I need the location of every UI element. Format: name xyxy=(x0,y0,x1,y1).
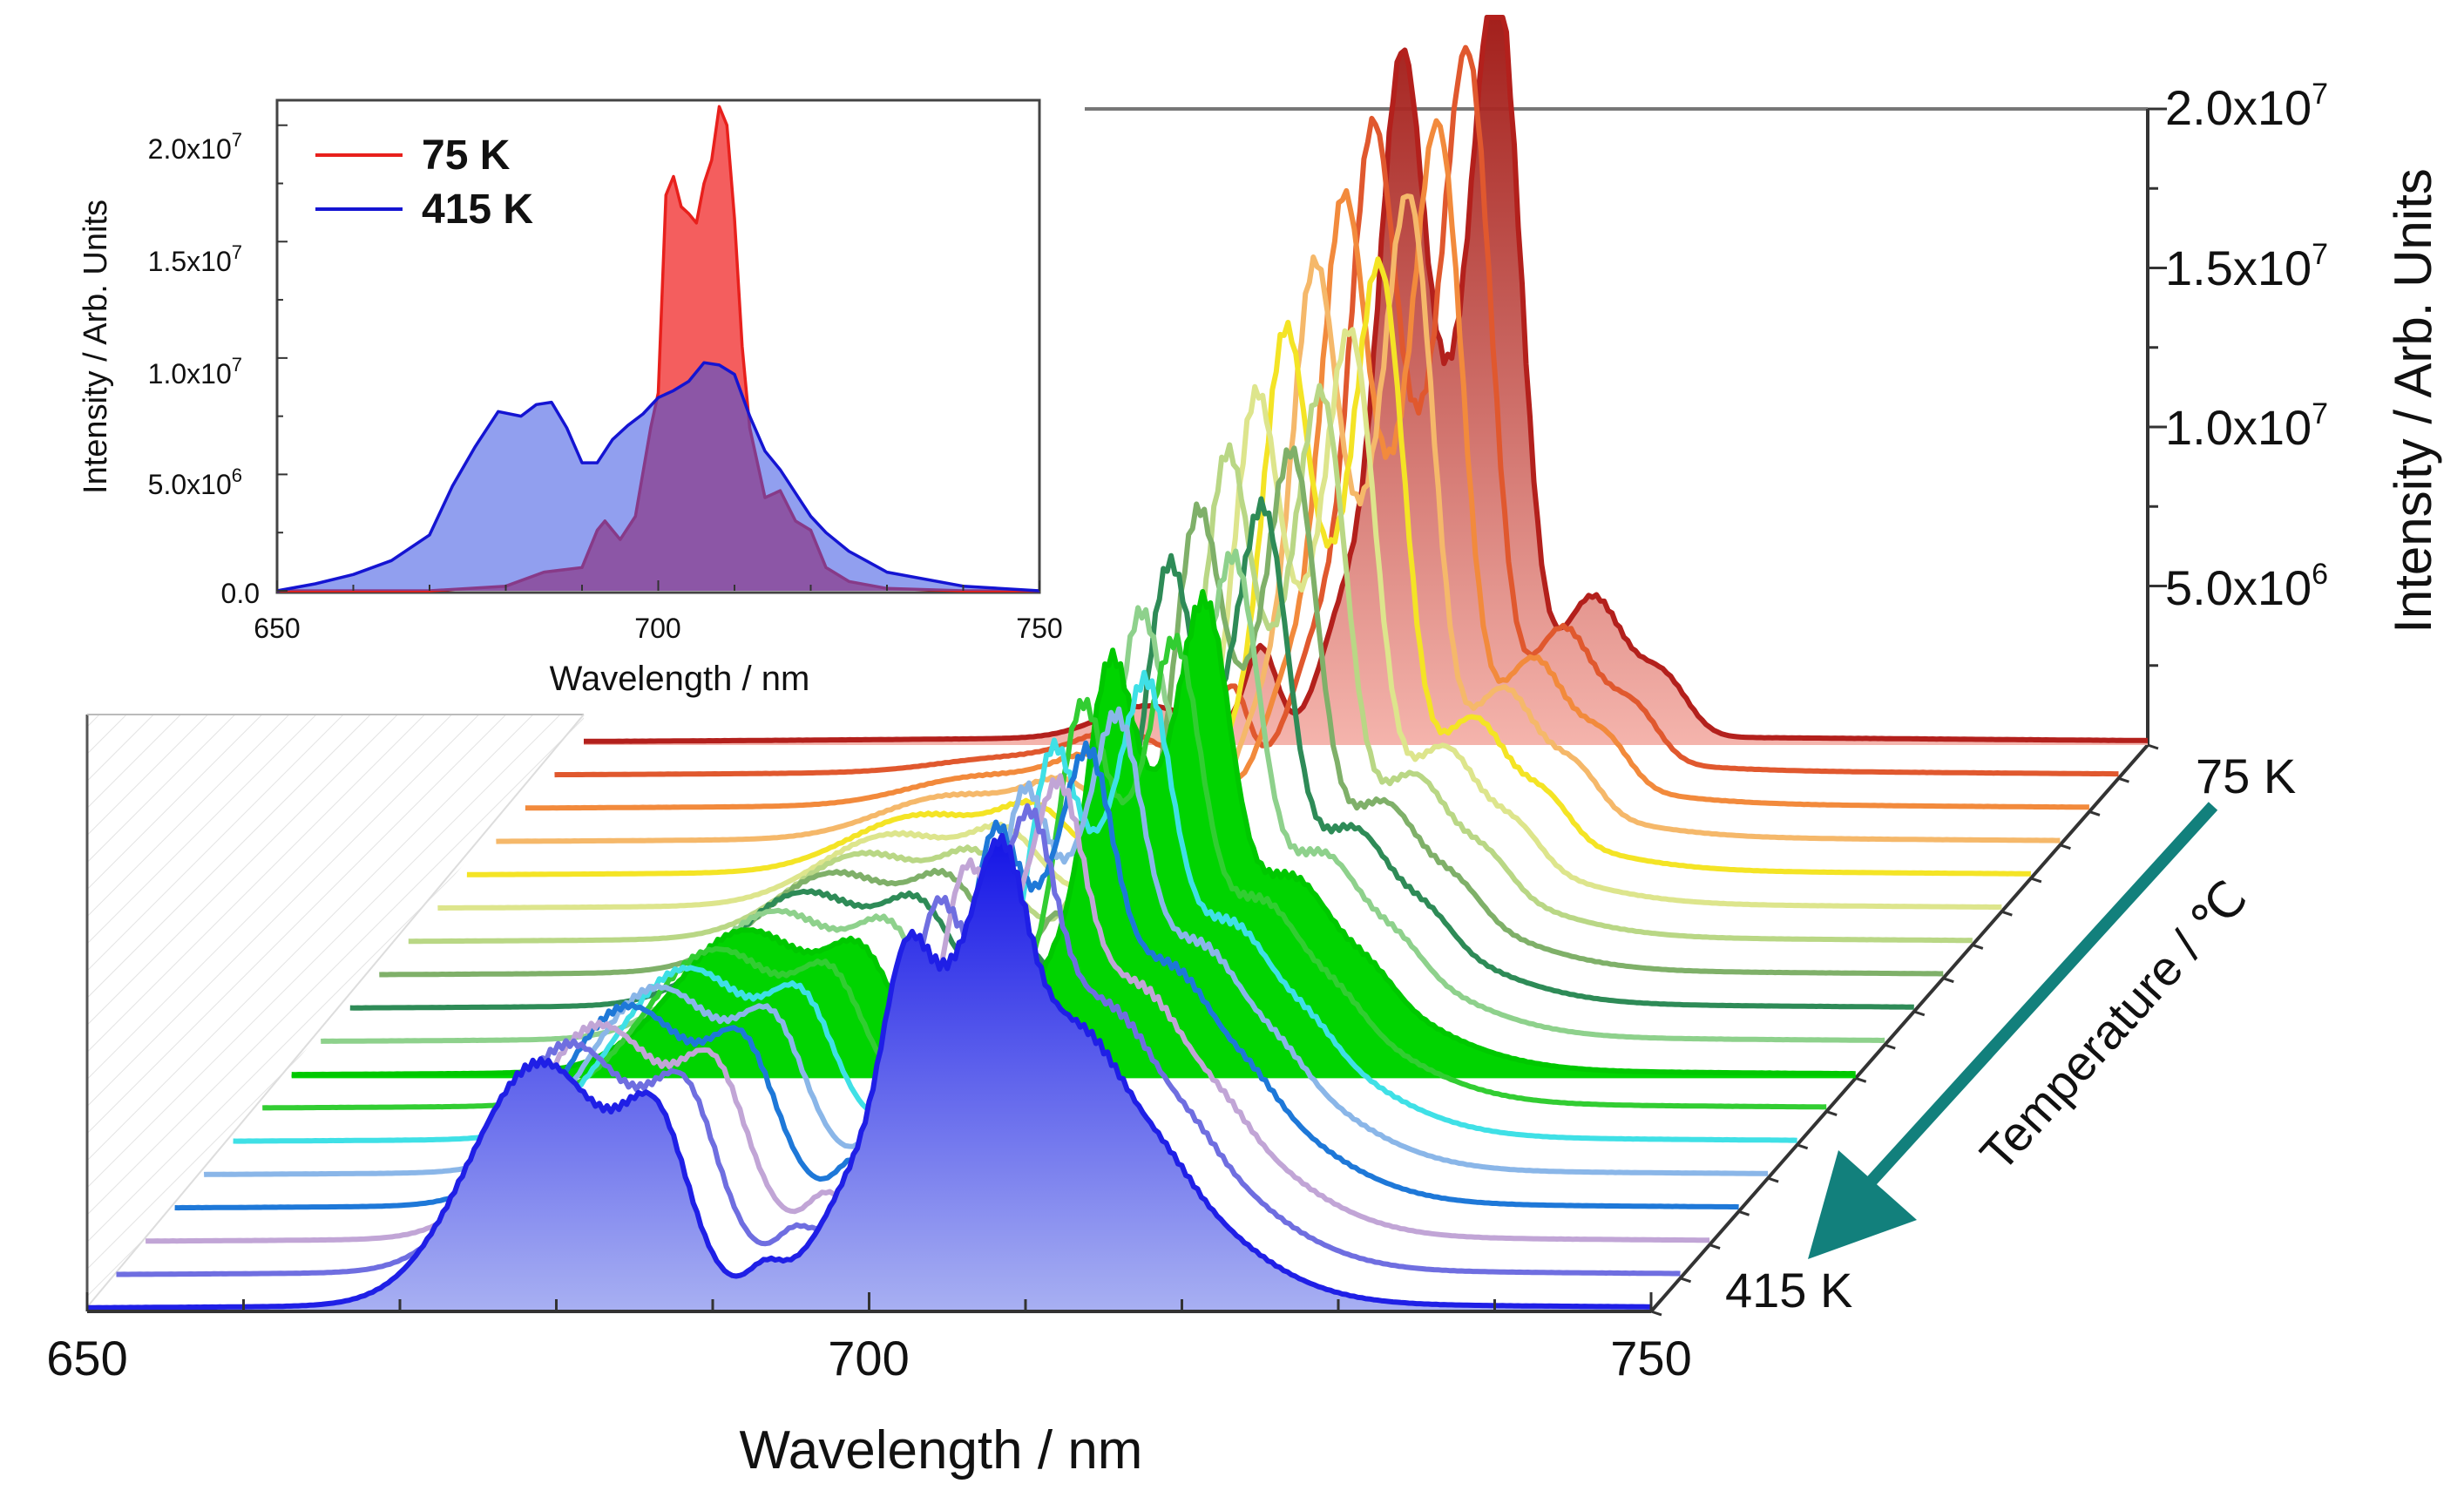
inset-line-415-k xyxy=(276,361,1040,593)
depth-tick-mark xyxy=(1738,1209,1750,1216)
x-tick-label-700: 700 xyxy=(828,1331,909,1385)
series-line-t2 xyxy=(554,44,2119,778)
y-tick-label-5e6: 5.0x106 xyxy=(2165,558,2328,615)
y-axis-title: Intensity / Arb. Units xyxy=(2384,168,2442,633)
depth-tick-mark xyxy=(2030,877,2042,884)
depth-tick-mark xyxy=(1680,1277,1692,1284)
legend-label-75k: 75 K xyxy=(422,132,511,179)
depth-axis-ticks xyxy=(1650,743,2159,1317)
x-tick-label-750: 750 xyxy=(1610,1331,1691,1385)
inset-x-tick-label-650: 650 xyxy=(254,613,300,644)
temperature-arrow-shaft xyxy=(1851,802,2218,1203)
depth-tick-mark xyxy=(1797,1143,1809,1150)
series-fill-t11 xyxy=(291,592,1856,1079)
temp-label-start: 75 K xyxy=(2196,749,2296,803)
inset-x-tick-label-750: 750 xyxy=(1016,613,1062,644)
y-axis-ticks xyxy=(2148,107,2167,667)
inset-y-axis-title: Intensity / Arb. Units xyxy=(78,200,114,494)
depth-tick-mark xyxy=(1855,1076,1867,1083)
series-fill-415-k xyxy=(87,835,1651,1311)
depth-tick-mark xyxy=(1884,1043,1896,1050)
depth-axis-line xyxy=(1649,743,2149,1313)
depth-tick-mark xyxy=(1767,1176,1779,1183)
inset-x-tick-label-700: 700 xyxy=(634,613,680,644)
temperature-arrow-head xyxy=(1808,1150,1917,1259)
left-wall-diag xyxy=(86,714,585,1308)
series-line-415-k xyxy=(87,832,1651,1311)
depth-tick-mark xyxy=(1913,1010,1926,1017)
inset-y-tick-label-1e7: 1.0x107 xyxy=(148,354,242,390)
series-line-t5 xyxy=(466,256,2031,877)
y-tick-label-1e7: 1.0x107 xyxy=(2165,397,2328,455)
y-tick-label-1p5e7: 1.5x107 xyxy=(2165,238,2328,295)
depth-tick-mark xyxy=(1825,1110,1838,1117)
inset-ticks xyxy=(276,124,1040,592)
legend-label-415k: 415 K xyxy=(422,186,533,233)
depth-tick-mark xyxy=(2117,776,2129,783)
inset-y-tick-label-5e6: 5.0x106 xyxy=(148,464,242,500)
depth-tick-mark xyxy=(1972,943,1984,950)
temp-label-end: 415 K xyxy=(1725,1263,1852,1318)
inset-y-tick-label-0: 0.0 xyxy=(221,578,260,609)
x-axis-title: Wavelength / nm xyxy=(740,1420,1143,1480)
inset-y-tick-label-2e7: 2.0x107 xyxy=(148,129,242,165)
series-fill-75-k xyxy=(584,17,2148,745)
depth-tick-mark xyxy=(2088,810,2101,816)
depth-tick-mark xyxy=(1942,977,1954,984)
inset-legend: 75 K 415 K xyxy=(315,132,533,233)
y-tick-label-2e7: 2.0x107 xyxy=(2165,78,2328,135)
inset-x-axis-title: Wavelength / nm xyxy=(550,660,810,698)
inset-y-tick-label-1p5e7: 1.5x107 xyxy=(148,241,242,277)
inset-series xyxy=(276,105,1040,593)
depth-tick-mark xyxy=(1709,1243,1721,1250)
depth-tick-mark xyxy=(2059,843,2071,850)
series-line-t4 xyxy=(496,193,2061,844)
inset-chart: 0.0 5.0x106 1.0x107 1.5x107 2.0x107 650 … xyxy=(78,98,1063,698)
x-axis-ticks xyxy=(85,1292,1653,1311)
depth-tick-mark xyxy=(2000,910,2013,917)
waterfall-series xyxy=(87,15,2149,1311)
depth-tick-mark xyxy=(2147,743,2159,750)
inset-fill-415-k xyxy=(277,362,1039,591)
x-tick-label-650: 650 xyxy=(46,1331,127,1385)
depth-tick-mark xyxy=(1650,1310,1662,1317)
